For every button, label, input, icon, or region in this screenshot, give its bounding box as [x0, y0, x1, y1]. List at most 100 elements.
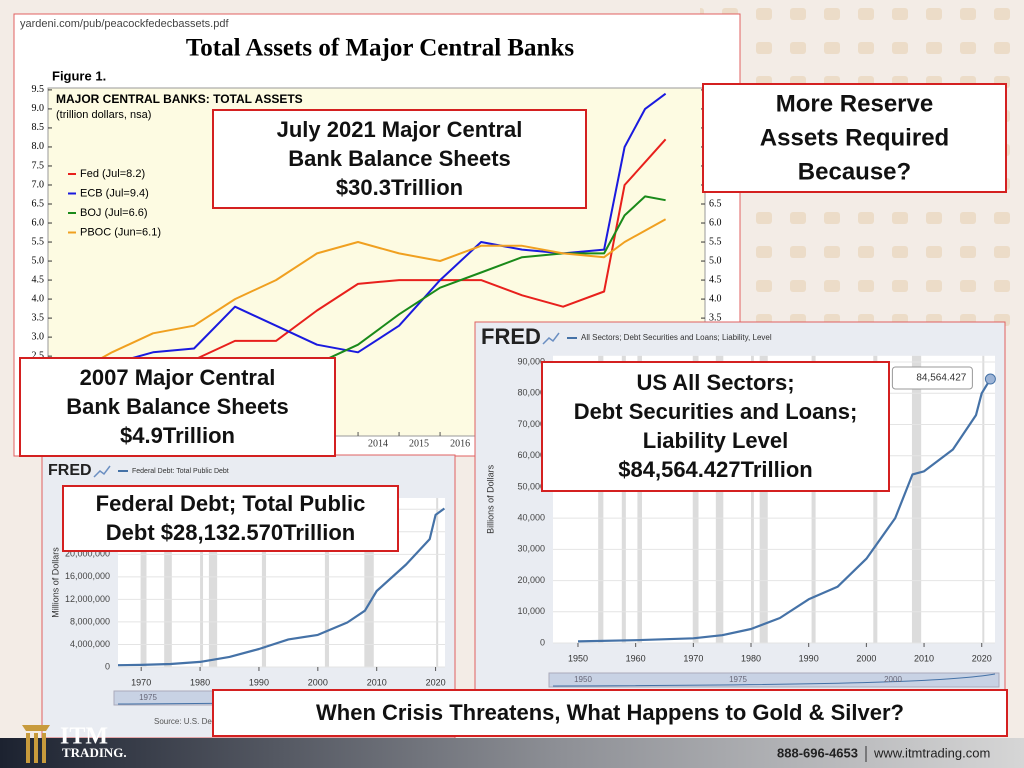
x-tick-label: 1960 [626, 653, 646, 663]
x-tick-label: 1990 [249, 677, 269, 687]
recession-band [621, 355, 626, 643]
recession-band [873, 355, 878, 643]
y-tick-label: 9.0 [32, 103, 45, 114]
y-tick-label: 12,000,000 [65, 594, 110, 604]
recession-band [982, 355, 985, 643]
y-tick-label: 6.0 [32, 217, 45, 228]
y-tick-label: 8.5 [32, 122, 45, 133]
footer-website: www.itmtrading.com [873, 745, 990, 760]
callout-text: US All Sectors; [636, 370, 794, 395]
series-line [70, 218, 667, 376]
series-group [70, 92, 667, 418]
callout-text: 2007 Major Central [80, 365, 276, 390]
y-tick-label: 4,000,000 [70, 639, 110, 649]
callout-text: July 2021 Major Central [277, 117, 523, 142]
series-line [577, 378, 992, 643]
recession-band [436, 498, 439, 667]
callout-text: Bank Balance Sheets [288, 146, 511, 171]
y-tick-label: 10,000 [517, 606, 545, 616]
callout-text: Assets Required [760, 124, 949, 151]
y-tick-label: 8,000,000 [70, 616, 110, 626]
y-tick-label: 16,000,000 [65, 571, 110, 581]
y-tick-label: 70,000 [517, 419, 545, 429]
fred-logo: FRED [481, 324, 541, 349]
y-tick-label: 60,000 [517, 450, 545, 460]
y2-tick-label: 5.5 [709, 236, 722, 247]
series-group [118, 507, 445, 667]
legend-label: ECB (Jul=9.4) [80, 187, 149, 199]
x-tick-label: 2010 [367, 677, 387, 687]
recession-band [911, 355, 922, 643]
range-slider [548, 672, 1000, 688]
logo-icon [22, 725, 50, 763]
series-line [118, 507, 445, 667]
y-tick-label: 5.0 [32, 255, 45, 266]
y-tick-label: 90,000 [517, 356, 545, 366]
recession-band [751, 355, 754, 643]
x-tick-label: 1980 [190, 677, 210, 687]
x-tick-label: 1970 [131, 677, 151, 687]
y-tick-label: 0 [540, 637, 545, 647]
y2-tick-label: 6.5 [709, 198, 722, 209]
x-tick-label: 2014 [368, 438, 388, 449]
y2-tick-label: 4.5 [709, 274, 722, 285]
legend-label: BOJ (Jul=6.6) [80, 207, 148, 219]
recession-band [324, 498, 330, 667]
y-tick-label: 20,000,000 [65, 549, 110, 559]
callout-box [702, 83, 1007, 193]
recession-band [164, 498, 172, 667]
x-tick-label: 2020 [972, 653, 992, 663]
y-tick-label: 40,000 [517, 513, 545, 523]
x-tick-label: 2015 [409, 438, 429, 449]
y-tick-label: 5.5 [32, 236, 45, 247]
recession-band [811, 355, 816, 643]
y-tick-label: 4.0 [32, 293, 45, 304]
series-group [577, 378, 992, 643]
logo-text: ITM [60, 724, 108, 750]
source-url: yardeni.com/pub/peacockfedecbassets.pdf [20, 18, 229, 30]
legend-label: Federal Debt: Total Public Debt [132, 468, 229, 475]
chart-title: Total Assets of Major Central Banks [186, 35, 574, 62]
x-tick-label: 1970 [683, 653, 703, 663]
callout-text: $4.9Trillion [120, 423, 235, 448]
y-tick-label: 80,000 [517, 388, 545, 398]
range-label: 1975 [729, 675, 747, 684]
y2-tick-label: 3.5 [709, 312, 722, 323]
y-tick-label: 30,000 [517, 544, 545, 554]
x-tick-label: 2000 [856, 653, 876, 663]
footer-phone: 888-696-4653 [777, 745, 858, 760]
legend-label: All Sectors; Debt Securities and Loans; … [581, 333, 772, 342]
x-tick-label: 2016 [450, 438, 470, 449]
y-tick-label: 3.0 [32, 331, 45, 342]
callout-box [19, 357, 336, 457]
x-tick-label: 2010 [914, 653, 934, 663]
range-label: 1975 [139, 693, 157, 702]
legend-label: Fed (Jul=8.2) [80, 168, 145, 180]
chart-units: (trillion dollars, nsa) [56, 109, 151, 121]
x-tick-label: 2000 [308, 677, 328, 687]
recession-band [261, 498, 267, 667]
callout-text: When Crisis Threatens, What Happens to G… [316, 700, 904, 725]
recession-band [208, 498, 218, 667]
callout-text: $84,564.427Trillion [618, 457, 812, 482]
recession-band [200, 498, 204, 667]
callout-text: $30.3Trillion [336, 175, 463, 200]
callout-text: Federal Debt; Total Public [96, 491, 366, 516]
range-label: 2000 [884, 675, 902, 684]
recession-band [364, 498, 374, 667]
x-tick-label: 2020 [426, 677, 446, 687]
x-tick-label: 1980 [741, 653, 761, 663]
legend-label: PBOC (Jun=6.1) [80, 226, 161, 238]
recession-band [692, 355, 699, 643]
callout-text: Liability Level [643, 428, 789, 453]
y-tick-label: 7.5 [32, 160, 45, 171]
y-tick-label: 2.5 [32, 350, 45, 361]
y-axis-label: Billions of Dollars [485, 464, 495, 534]
recession-band [715, 355, 724, 643]
y-tick-label: 3.5 [32, 312, 45, 323]
chart-subtitle: MAJOR CENTRAL BANKS: TOTAL ASSETS [56, 92, 303, 106]
tooltip-label: 84,564.427 [916, 373, 966, 384]
fred-logo-icon [93, 465, 111, 478]
data-point [984, 373, 996, 385]
